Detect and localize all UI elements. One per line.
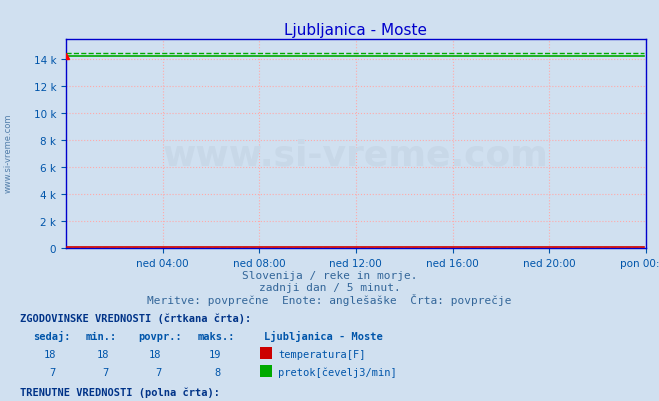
Text: sedaj:: sedaj: (33, 330, 71, 341)
Text: Slovenija / reke in morje.: Slovenija / reke in morje. (242, 271, 417, 281)
Text: 18: 18 (96, 349, 109, 359)
Text: Meritve: povprečne  Enote: anglešaške  Črta: povprečje: Meritve: povprečne Enote: anglešaške Črt… (147, 293, 512, 305)
Text: 18: 18 (43, 349, 56, 359)
Text: 8: 8 (215, 367, 221, 377)
Text: 7: 7 (156, 367, 161, 377)
Title: Ljubljanica - Moste: Ljubljanica - Moste (285, 22, 427, 38)
Text: Ljubljanica - Moste: Ljubljanica - Moste (264, 330, 382, 341)
Text: 7: 7 (103, 367, 109, 377)
Text: www.si-vreme.com: www.si-vreme.com (3, 113, 13, 192)
Text: ZGODOVINSKE VREDNOSTI (črtkana črta):: ZGODOVINSKE VREDNOSTI (črtkana črta): (20, 312, 251, 323)
Text: 19: 19 (208, 349, 221, 359)
Text: povpr.:: povpr.: (138, 331, 182, 341)
Text: temperatura[F]: temperatura[F] (278, 349, 366, 359)
Text: pretok[čevelj3/min]: pretok[čevelj3/min] (278, 367, 397, 377)
Text: TRENUTNE VREDNOSTI (polna črta):: TRENUTNE VREDNOSTI (polna črta): (20, 386, 219, 397)
Text: min.:: min.: (86, 331, 117, 341)
Text: www.si-vreme.com: www.si-vreme.com (163, 138, 549, 172)
Text: zadnji dan / 5 minut.: zadnji dan / 5 minut. (258, 283, 401, 293)
Text: 18: 18 (149, 349, 161, 359)
Text: maks.:: maks.: (198, 331, 235, 341)
Text: 7: 7 (50, 367, 56, 377)
